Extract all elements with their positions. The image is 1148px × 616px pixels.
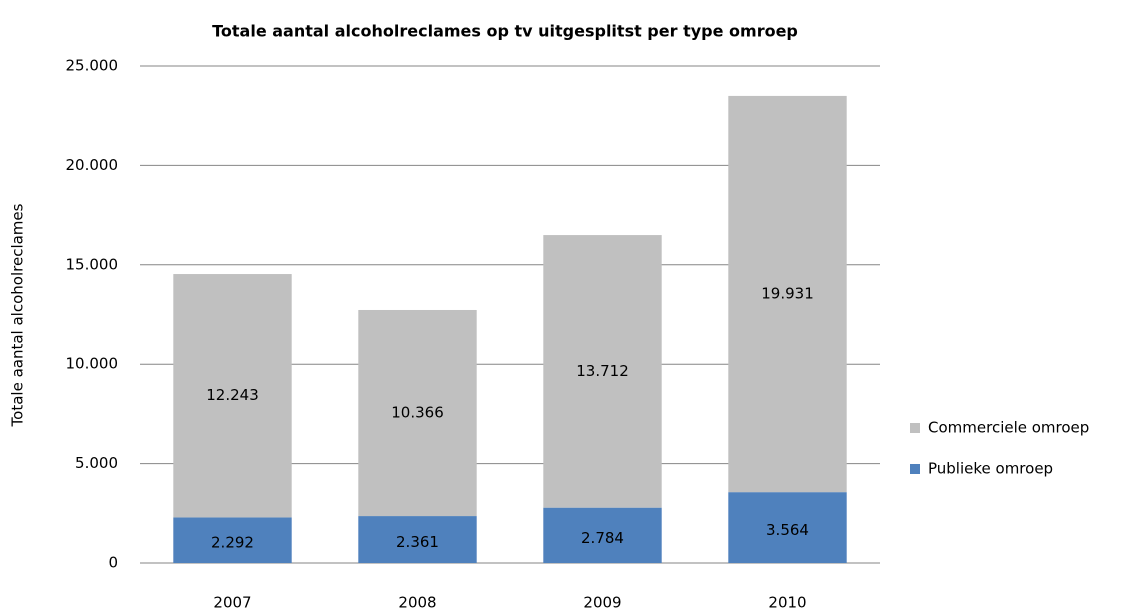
y-tick-label: 10.000 [66,355,119,373]
y-tick-label: 0 [108,554,118,572]
data-label: 2.784 [581,529,624,547]
legend-label: Publieke omroep [928,460,1053,478]
data-label: 19.931 [761,285,814,303]
bar-segment [728,95,847,493]
bar-segment [358,516,477,563]
data-label: 3.564 [766,521,809,539]
data-label: 2.292 [211,534,254,552]
x-tick-label: 2008 [398,594,436,612]
data-label: 13.712 [576,362,629,380]
legend-swatch [910,464,920,474]
y-tick-label: 25.000 [66,57,119,75]
bar-segment [543,235,662,508]
bar-segment [173,517,292,563]
legend-swatch [910,423,920,433]
y-axis-label: Totale aantal alcoholreclames [9,203,27,427]
bar-segment [173,274,292,518]
data-label: 10.366 [391,404,444,422]
legend-label: Commerciele omroep [928,419,1089,437]
data-label: 12.243 [206,386,259,404]
y-tick-label: 20.000 [66,156,119,174]
x-tick-label: 2007 [213,594,251,612]
y-tick-label: 15.000 [66,255,119,273]
x-tick-label: 2009 [583,594,621,612]
chart-title: Totale aantal alcoholreclames op tv uitg… [212,22,798,41]
x-tick-label: 2010 [768,594,806,612]
data-label: 2.361 [396,533,439,551]
y-tick-label: 5.000 [75,454,118,472]
bar-segment [728,492,847,563]
bar-segment [543,507,662,563]
bar-segment [358,309,477,517]
